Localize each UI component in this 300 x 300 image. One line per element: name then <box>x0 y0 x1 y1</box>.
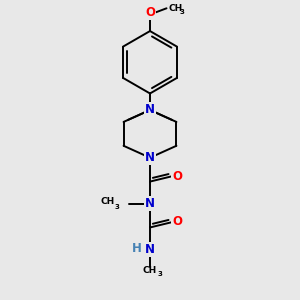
Text: O: O <box>172 215 182 229</box>
Text: O: O <box>145 6 155 19</box>
Text: N: N <box>145 151 155 164</box>
Text: 3: 3 <box>158 272 163 278</box>
Text: N: N <box>145 243 155 256</box>
Text: CH: CH <box>143 266 157 275</box>
Text: 3: 3 <box>180 9 184 15</box>
Text: CH: CH <box>100 197 114 206</box>
Text: CH: CH <box>168 4 183 13</box>
Text: 3: 3 <box>115 204 120 210</box>
Text: H: H <box>132 242 142 254</box>
Text: N: N <box>145 197 155 210</box>
Text: O: O <box>172 169 182 183</box>
Text: N: N <box>145 103 155 116</box>
